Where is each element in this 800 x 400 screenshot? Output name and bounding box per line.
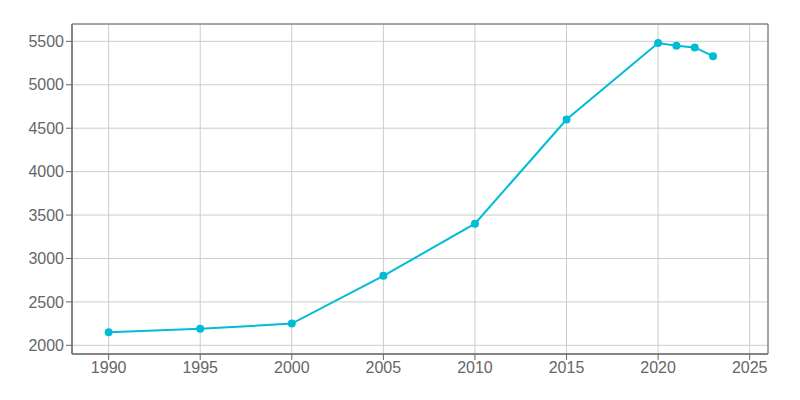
svg-text:3500: 3500 [28,207,64,224]
svg-text:5000: 5000 [28,76,64,93]
svg-text:1990: 1990 [91,359,127,376]
svg-text:1995: 1995 [182,359,218,376]
svg-text:2025: 2025 [732,359,768,376]
svg-text:5500: 5500 [28,33,64,50]
svg-text:2015: 2015 [549,359,585,376]
svg-text:2000: 2000 [274,359,310,376]
svg-text:2020: 2020 [640,359,676,376]
svg-text:2000: 2000 [28,337,64,354]
svg-text:2005: 2005 [366,359,402,376]
svg-text:4500: 4500 [28,120,64,137]
svg-text:2010: 2010 [457,359,493,376]
svg-text:2500: 2500 [28,294,64,311]
svg-text:3000: 3000 [28,250,64,267]
svg-text:4000: 4000 [28,163,64,180]
